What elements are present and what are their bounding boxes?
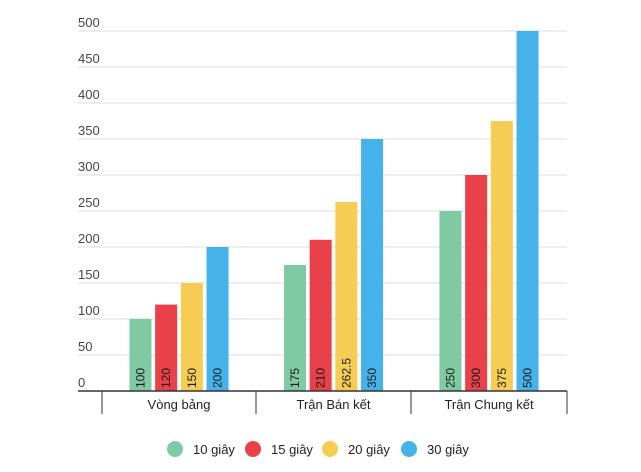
legend-item: 30 giây [401,441,469,457]
bar [335,202,358,391]
x-category-label: Trận Chung kết [444,397,534,412]
legend: 10 giây 15 giây 20 giây 30 giây [167,441,469,457]
bar [283,265,306,391]
bar [361,139,384,391]
x-axis: Vòng bảng Trận Bán kết Trận Chung kết [78,390,568,414]
bar [516,31,539,391]
bar [180,283,203,391]
bar [155,304,178,391]
bar-value-label: 175 [288,368,302,388]
x-category-label: Vòng bảng [148,397,211,412]
y-tick-label: 150 [78,267,100,282]
bar [439,211,462,391]
y-tick-label: 500 [78,15,100,30]
bar [309,239,332,391]
bar-value-label: 100 [133,368,147,388]
bar-value-label: 200 [211,368,225,388]
y-tick-label: 100 [78,303,100,318]
legend-swatch [322,441,338,457]
bar [465,175,488,391]
bar-value-label: 120 [159,368,173,388]
bar-value-label: 300 [469,368,483,388]
y-tick-label: 350 [78,123,100,138]
legend-swatch [401,441,417,457]
y-tick-label: 400 [78,87,100,102]
y-tick-label: 200 [78,231,100,246]
bar-value-label: 262.5 [339,358,353,388]
bar [490,121,513,391]
bar [129,319,152,391]
y-tick-label: 450 [78,51,100,66]
bars: 100 120 150 200 175 210 262.5 350 250 300 375 500 [129,31,539,391]
legend-label: 10 giây [193,442,235,457]
legend-label: 15 giây [271,442,313,457]
y-tick-label: 0 [78,375,85,390]
legend-item: 10 giây [167,441,235,457]
legend-label: 30 giây [427,442,469,457]
bar-value-label: 250 [443,368,457,388]
legend-item: 20 giây [322,441,390,457]
bar [206,247,229,391]
y-tick-label: 250 [78,195,100,210]
y-tick-label: 300 [78,159,100,174]
bar-value-label: 210 [314,368,328,388]
y-axis-ticks: 0 50 100 150 200 250 300 350 400 450 500 [78,15,100,390]
legend-label: 20 giây [348,442,390,457]
bar-value-label: 150 [185,368,199,388]
legend-item: 15 giây [245,441,313,457]
y-tick-label: 50 [78,339,92,354]
bar-value-label: 500 [521,368,535,388]
legend-swatch [167,441,183,457]
bar-value-label: 375 [495,368,509,388]
bar-value-label: 350 [365,368,379,388]
legend-swatch [245,441,261,457]
x-category-label: Trận Bán kết [297,397,371,412]
